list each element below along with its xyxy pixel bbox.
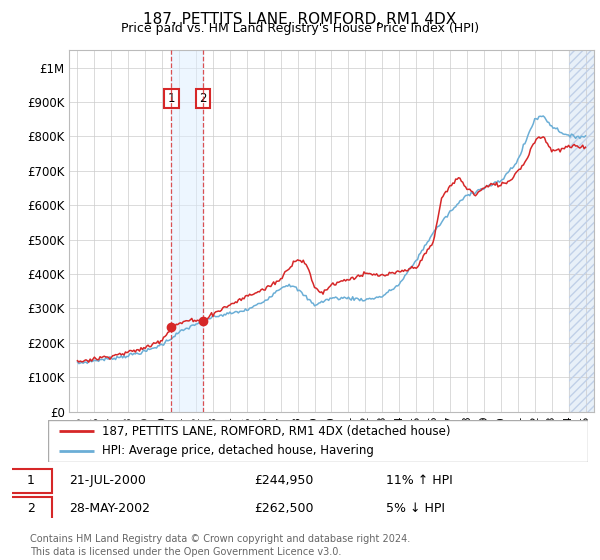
FancyBboxPatch shape bbox=[9, 469, 52, 493]
Text: 11% ↑ HPI: 11% ↑ HPI bbox=[386, 474, 453, 487]
Text: Price paid vs. HM Land Registry's House Price Index (HPI): Price paid vs. HM Land Registry's House … bbox=[121, 22, 479, 35]
Bar bbox=[172, 50, 203, 412]
Text: 5% ↓ HPI: 5% ↓ HPI bbox=[386, 502, 445, 515]
Text: Contains HM Land Registry data © Crown copyright and database right 2024.
This d: Contains HM Land Registry data © Crown c… bbox=[30, 534, 410, 557]
Text: 187, PETTITS LANE, ROMFORD, RM1 4DX (detached house): 187, PETTITS LANE, ROMFORD, RM1 4DX (det… bbox=[102, 425, 451, 438]
Text: 2: 2 bbox=[27, 502, 35, 515]
Text: 1: 1 bbox=[27, 474, 35, 487]
Bar bbox=[569, 50, 594, 412]
Text: 1: 1 bbox=[168, 92, 175, 105]
Text: £244,950: £244,950 bbox=[254, 474, 313, 487]
Text: 28-MAY-2002: 28-MAY-2002 bbox=[70, 502, 151, 515]
Text: 21-JUL-2000: 21-JUL-2000 bbox=[70, 474, 146, 487]
FancyBboxPatch shape bbox=[48, 420, 588, 462]
Bar bbox=[569, 50, 594, 412]
Text: 2: 2 bbox=[199, 92, 207, 105]
FancyBboxPatch shape bbox=[9, 497, 52, 521]
Text: 187, PETTITS LANE, ROMFORD, RM1 4DX: 187, PETTITS LANE, ROMFORD, RM1 4DX bbox=[143, 12, 457, 27]
Text: £262,500: £262,500 bbox=[254, 502, 313, 515]
Text: HPI: Average price, detached house, Havering: HPI: Average price, detached house, Have… bbox=[102, 444, 374, 457]
